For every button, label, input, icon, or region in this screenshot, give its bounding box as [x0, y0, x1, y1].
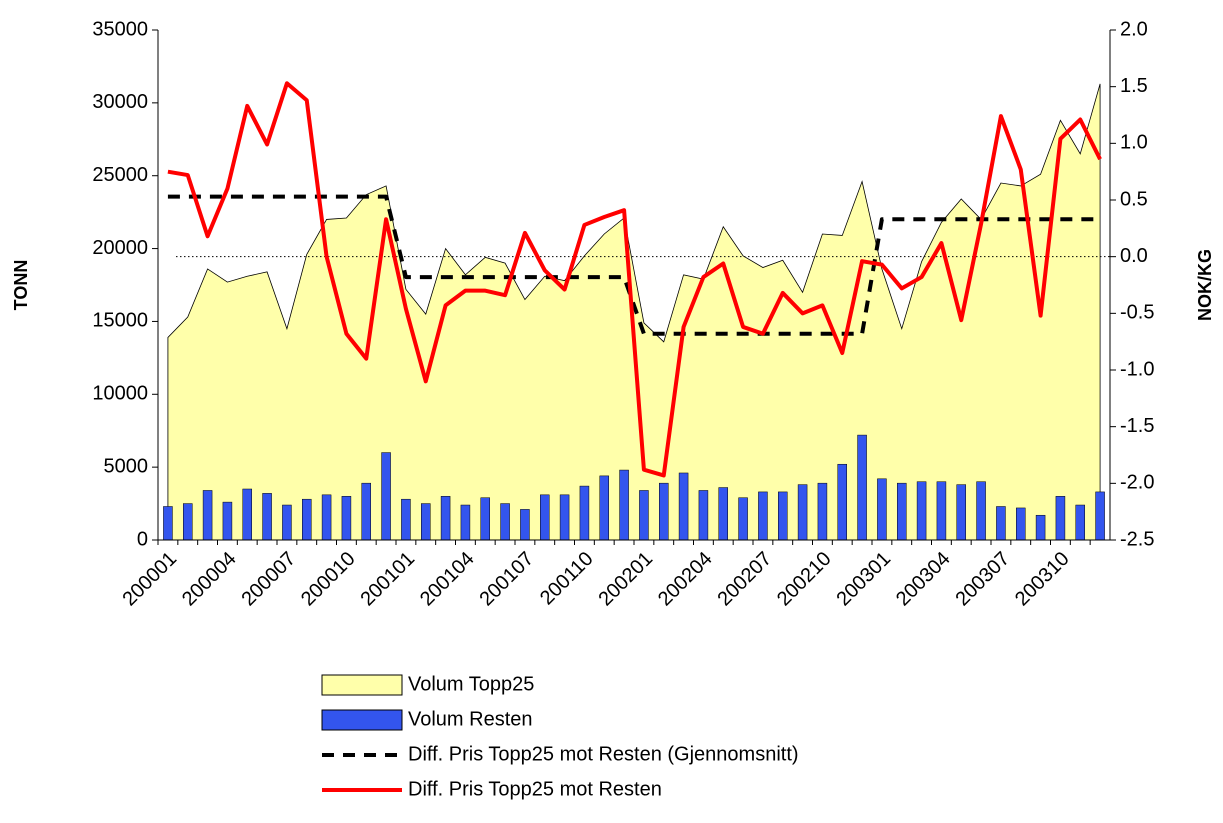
bar [282, 504, 292, 541]
bar [1016, 507, 1026, 541]
x-tick-label: 200107 [475, 548, 538, 611]
y-tick-label: 25000 [92, 164, 148, 186]
bar [520, 509, 530, 541]
bar [480, 497, 490, 541]
bar [916, 481, 927, 541]
x-tick-label: 200304 [892, 548, 955, 611]
bar [877, 478, 887, 541]
y2-tick-label: -2.0 [1120, 472, 1154, 494]
bar [579, 485, 590, 541]
bar [837, 463, 847, 541]
bar [599, 475, 609, 541]
bar [897, 482, 907, 541]
bar [738, 497, 748, 541]
legend-swatch [321, 674, 403, 696]
x-tick-label: 200010 [297, 548, 360, 611]
legend-label: Diff. Pris Topp25 mot Resten (Gjennomsni… [408, 743, 799, 765]
bar [341, 496, 352, 541]
x-tick-label: 200110 [536, 548, 598, 610]
x-tick-label: 200207 [713, 548, 776, 611]
bar [817, 482, 828, 541]
y2-tick-label: 2.0 [1120, 18, 1148, 40]
y2-tick-label: 1.0 [1120, 132, 1148, 154]
x-tick-label: 200007 [237, 548, 300, 611]
x-tick-label: 200001 [118, 548, 181, 611]
bar [163, 506, 173, 541]
bar [421, 503, 431, 541]
y2-tick-label: -0.5 [1120, 302, 1154, 324]
y2-tick-label: 0.0 [1120, 245, 1148, 267]
bar [758, 491, 768, 541]
bar [321, 494, 332, 541]
bar [678, 472, 689, 541]
bar [619, 469, 629, 541]
y2-tick-label: -1.0 [1120, 358, 1154, 380]
x-tick-label: 200307 [951, 548, 1014, 611]
x-tick-label: 200310 [1011, 548, 1074, 611]
bar [302, 498, 312, 541]
bar [540, 494, 550, 541]
y-tick-label: 15000 [92, 310, 148, 332]
bar [857, 434, 867, 541]
bar [976, 481, 986, 541]
bar [242, 488, 252, 541]
x-tick-label: 200204 [654, 548, 717, 611]
bar [1035, 514, 1046, 541]
bar [778, 491, 788, 541]
x-tick-label: 200301 [832, 548, 895, 611]
bar [460, 504, 471, 541]
x-tick-label: 200210 [773, 548, 836, 611]
bar [797, 484, 808, 541]
bar [262, 493, 272, 541]
bar [936, 481, 947, 541]
bar [718, 487, 728, 541]
y2-tick-label: 1.5 [1120, 75, 1148, 97]
area [167, 83, 1101, 541]
bar [996, 506, 1006, 541]
bar [956, 484, 966, 541]
bar [1095, 491, 1105, 541]
y-tick-label: 20000 [92, 237, 148, 259]
x-tick-label: 200201 [594, 548, 657, 611]
x-tick-label: 200104 [416, 548, 479, 611]
bar [1055, 496, 1066, 541]
legend-swatch [321, 709, 403, 731]
legend-label: Diff. Pris Topp25 mot Resten [408, 778, 662, 800]
y-tick-label: 10000 [92, 383, 148, 405]
y-tick-label: 35000 [92, 18, 148, 40]
bar [401, 498, 411, 541]
bar [698, 490, 709, 541]
bar [659, 482, 669, 541]
y-tick-label: 30000 [92, 91, 148, 113]
bar [440, 496, 451, 541]
legend-label: Volum Topp25 [408, 673, 534, 695]
y-axis-label: TONN [11, 260, 31, 311]
y-tick-label: 5000 [104, 455, 149, 477]
bar [381, 452, 391, 541]
bar [639, 490, 649, 541]
bar [559, 494, 570, 541]
bar [361, 482, 371, 541]
line [167, 194, 1101, 336]
bar [183, 503, 193, 541]
y2-tick-label: -1.5 [1120, 415, 1154, 437]
bar [500, 503, 510, 541]
legend-label: Volum Resten [408, 708, 533, 730]
y2-axis-label: NOK/KG [1195, 249, 1215, 321]
line [167, 81, 1102, 478]
bar [1075, 504, 1085, 541]
x-tick-label: 200101 [356, 548, 419, 611]
y-tick-label: 0 [137, 528, 148, 550]
y2-tick-label: 0.5 [1120, 188, 1148, 210]
x-tick-label: 200004 [178, 548, 241, 611]
y2-tick-label: -2.5 [1120, 528, 1154, 550]
bar [222, 501, 233, 541]
bar [202, 490, 213, 541]
